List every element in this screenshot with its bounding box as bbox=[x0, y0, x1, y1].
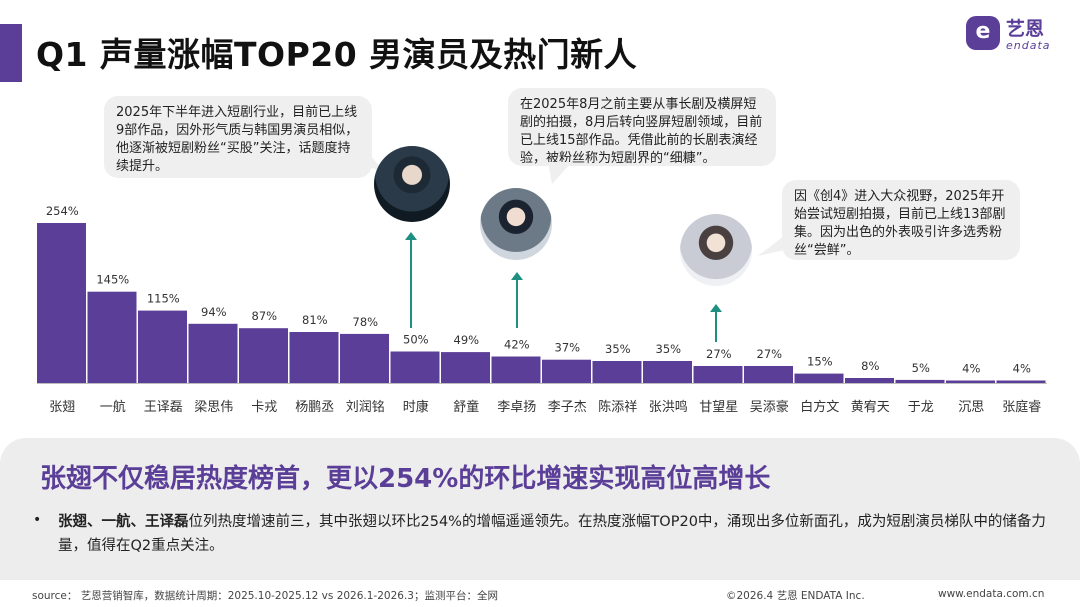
value-label-20: 4% bbox=[1013, 362, 1031, 376]
avatar-lizhuoyang bbox=[480, 188, 552, 260]
value-label-16: 15% bbox=[807, 355, 833, 369]
bar-3 bbox=[138, 310, 187, 383]
summary-body: 张翅、一航、王译磊位列热度增速前三，其中张翅以环比254%的增幅遥遥领先。在热度… bbox=[58, 510, 1048, 558]
bar-16 bbox=[794, 373, 844, 383]
summary-names-bold: 张翅、一航、王译磊 bbox=[58, 514, 189, 530]
category-label-15: 吴添豪 bbox=[750, 399, 789, 415]
bar-9 bbox=[441, 352, 490, 383]
callout-shikang: 2025年下半年进入短剧行业，目前已上线9部作品，因外形气质与韩国男演员相似，他… bbox=[104, 96, 372, 178]
summary-body-rest: 位列热度增速前三，其中张翅以环比254%的增幅遥遥领先。在热度涨幅TOP20中，… bbox=[58, 514, 1046, 554]
value-label-19: 4% bbox=[962, 362, 980, 376]
value-label-14: 27% bbox=[706, 347, 732, 361]
category-label-11: 李子杰 bbox=[548, 400, 587, 415]
category-label-20: 张庭睿 bbox=[1002, 399, 1041, 415]
bar-5 bbox=[239, 328, 288, 383]
bar-11 bbox=[542, 359, 591, 383]
bar-4 bbox=[188, 323, 238, 383]
value-label-12: 35% bbox=[605, 342, 631, 356]
footer-url: www.endata.com.cn bbox=[938, 588, 1045, 600]
bar-19 bbox=[946, 380, 995, 383]
page-title: Q1 声量涨幅TOP20 男演员及热门新人 bbox=[36, 35, 638, 74]
value-label-9: 49% bbox=[454, 333, 480, 347]
value-label-2: 145% bbox=[96, 273, 129, 287]
category-label-10: 李卓扬 bbox=[497, 400, 536, 415]
summary-headline: 张翅不仅稳居热度榜首，更以254%的环比增速实现高位高增长 bbox=[40, 464, 771, 494]
avatar-shikang bbox=[374, 146, 450, 222]
bar-6 bbox=[289, 332, 339, 383]
callout-ganwangxing-tail bbox=[758, 236, 784, 256]
bar-chart: 254% 张翅 145% 一航 115% 王译磊 94% 梁思伟 87% 卡戎 81% 杨鹏丞 78% 刘… bbox=[37, 204, 1047, 415]
bar-8 bbox=[390, 351, 440, 383]
value-label-5: 87% bbox=[252, 309, 278, 323]
callout-lizhuoyang-text: 在2025年8月之前主要从事长剧及横屏短剧的拍摄，8月后转向竖屏短剧领域，目前已… bbox=[520, 97, 763, 166]
highlight-arrow-shikang bbox=[405, 232, 417, 328]
avatar-ganwangxing bbox=[680, 214, 752, 286]
category-label-4: 梁思伟 bbox=[194, 400, 233, 415]
summary-panel bbox=[0, 438, 1080, 580]
value-label-8: 50% bbox=[403, 333, 429, 347]
value-label-6: 81% bbox=[302, 313, 328, 327]
bar-20 bbox=[996, 380, 1046, 383]
footer-copyright: ©2026.4 艺恩 ENDATA Inc. bbox=[726, 590, 865, 602]
callout-ganwangxing-text: 因《创4》进入大众视野，2025年开始尝试短剧拍摄，目前已上线13部剧集。因为出… bbox=[794, 189, 1006, 258]
value-label-17: 8% bbox=[861, 359, 879, 373]
logo-cn-text: 艺恩 bbox=[1006, 18, 1045, 40]
endata-logo: e 艺恩 endata bbox=[962, 12, 1072, 56]
bar-14 bbox=[693, 366, 743, 383]
value-label-3: 115% bbox=[147, 292, 180, 306]
title-accent-bar bbox=[0, 24, 22, 82]
value-label-18: 5% bbox=[912, 361, 930, 375]
category-label-16: 白方文 bbox=[800, 399, 839, 415]
bar-7 bbox=[340, 333, 389, 383]
highlight-arrow-lizhuoyang bbox=[511, 272, 523, 328]
category-label-3: 王译磊 bbox=[144, 400, 183, 415]
footer-source: source： 艺恩营销智库，数据统计周期：2025.10-2025.12 vs… bbox=[32, 590, 498, 602]
category-label-19: 沉思 bbox=[958, 400, 984, 415]
category-label-5: 卡戎 bbox=[251, 400, 277, 415]
category-label-13: 张洪鸣 bbox=[649, 399, 688, 415]
value-label-7: 78% bbox=[353, 315, 379, 329]
logo-en-text: endata bbox=[1006, 39, 1051, 52]
callout-lizhuoyang-tail bbox=[548, 162, 572, 184]
value-label-11: 37% bbox=[555, 341, 581, 355]
category-label-6: 杨鹏丞 bbox=[295, 400, 334, 415]
bar-12 bbox=[592, 361, 642, 383]
category-label-14: 甘望星 bbox=[699, 399, 738, 415]
value-label-13: 35% bbox=[656, 342, 682, 356]
bar-15 bbox=[744, 366, 793, 383]
category-label-18: 于龙 bbox=[908, 400, 934, 415]
category-label-17: 黄宥天 bbox=[851, 399, 890, 415]
bar-1 bbox=[37, 223, 86, 383]
bar-2 bbox=[87, 291, 137, 383]
category-label-2: 一航 bbox=[100, 399, 126, 415]
highlight-arrow-ganwangxing bbox=[710, 304, 722, 342]
bar-13 bbox=[643, 361, 692, 383]
logo-mark-icon: e bbox=[966, 16, 1000, 50]
callout-ganwangxing: 因《创4》进入大众视野，2025年开始尝试短剧拍摄，目前已上线13部剧集。因为出… bbox=[782, 180, 1020, 260]
bar-10 bbox=[491, 356, 541, 383]
value-label-10: 42% bbox=[504, 338, 530, 352]
callout-shikang-text: 2025年下半年进入短剧行业，目前已上线9部作品，因外形气质与韩国男演员相似，他… bbox=[116, 105, 359, 174]
category-label-7: 刘润铭 bbox=[346, 400, 385, 415]
value-label-4: 94% bbox=[201, 305, 227, 319]
bullet-icon: • bbox=[33, 512, 42, 528]
callout-lizhuoyang: 在2025年8月之前主要从事长剧及横屏短剧的拍摄，8月后转向竖屏短剧领域，目前已… bbox=[508, 88, 776, 166]
bar-17 bbox=[845, 378, 894, 383]
bar-18 bbox=[895, 379, 945, 383]
category-label-12: 陈添祥 bbox=[598, 399, 637, 415]
value-label-15: 27% bbox=[757, 347, 783, 361]
category-label-1: 张翅 bbox=[49, 399, 75, 415]
category-label-9: 舒童 bbox=[453, 399, 479, 415]
category-label-8: 时康 bbox=[403, 399, 429, 415]
value-label-1: 254% bbox=[46, 204, 79, 218]
